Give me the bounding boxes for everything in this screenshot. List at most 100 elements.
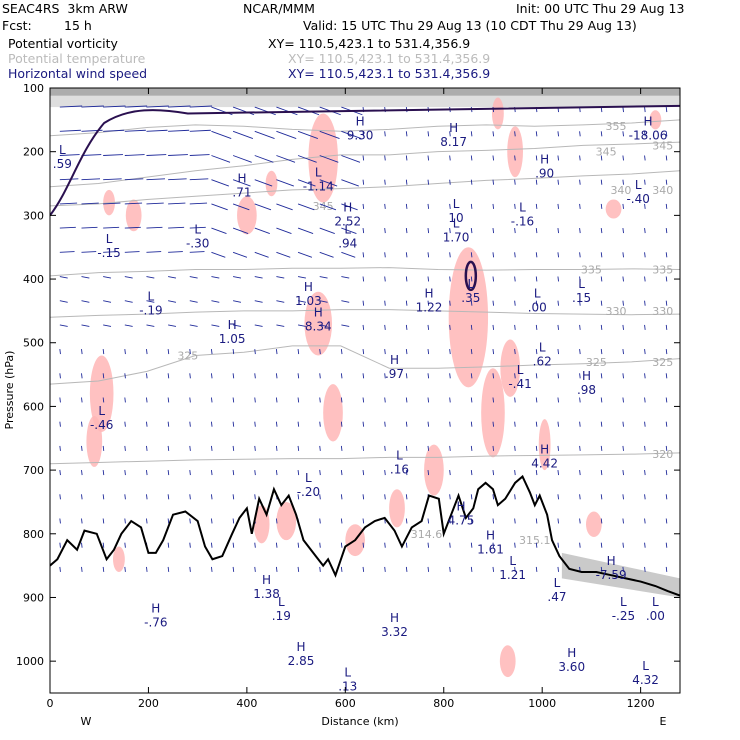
- wind-vector: [340, 494, 343, 500]
- wind-vector: [535, 542, 538, 548]
- wind-vector: [297, 155, 317, 163]
- isentrope-label: 335: [652, 264, 673, 277]
- wind-vector: [232, 397, 235, 403]
- wind-vector: [319, 566, 321, 572]
- extremum-kind: L: [554, 576, 561, 590]
- wind-vector: [384, 324, 386, 330]
- wind-vector: [340, 397, 343, 403]
- wind-vector: [124, 518, 126, 524]
- wind-vector: [168, 178, 187, 181]
- wind-vector: [232, 542, 235, 548]
- wind-vector: [81, 542, 83, 548]
- wind-vector: [600, 542, 603, 548]
- pv-shading: [491, 97, 504, 130]
- extremum-value: .97: [385, 367, 404, 381]
- wind-vector: [102, 373, 105, 379]
- wind-vector: [535, 228, 538, 234]
- wind-vector: [492, 179, 495, 185]
- wind-vector: [427, 518, 430, 524]
- wind-vector: [341, 276, 350, 279]
- wind-vector: [535, 566, 538, 572]
- wind-vector: [600, 276, 603, 282]
- extremum-kind: L: [344, 665, 351, 679]
- wind-vector: [254, 397, 256, 403]
- wind-vector: [470, 155, 473, 161]
- field-xy-wind: XY= 110.5,423.1 to 531.4,356.9: [288, 66, 491, 81]
- wind-vector: [211, 251, 226, 258]
- wind-vector: [124, 226, 141, 229]
- field-label-theta: Potential temperature: [8, 51, 146, 66]
- wind-vector: [340, 421, 343, 427]
- wind-vector: [189, 178, 209, 181]
- wind-vector: [211, 203, 228, 211]
- wind-vector: [319, 397, 321, 403]
- wind-vector: [232, 179, 251, 187]
- wind-vector: [665, 373, 668, 379]
- wind-vector: [600, 228, 603, 234]
- wind-vector: [449, 228, 451, 234]
- wind-vector: [340, 566, 343, 572]
- wind-vector: [514, 421, 516, 427]
- wind-vector: [276, 324, 285, 327]
- extremum-kind: L: [396, 449, 403, 463]
- wind-vector: [427, 276, 430, 282]
- wind-vector: [514, 276, 516, 282]
- wind-vector: [319, 542, 321, 548]
- wind-vector: [59, 324, 68, 327]
- extremum-value: -.46: [90, 418, 113, 432]
- wind-vector: [470, 445, 473, 451]
- extremum-value: .00: [646, 609, 665, 623]
- wind-vector: [622, 203, 624, 209]
- wind-vector: [622, 107, 624, 113]
- pv-shading: [389, 489, 405, 528]
- wind-vector: [102, 470, 105, 476]
- wind-vector: [254, 300, 263, 303]
- wind-vector: [600, 445, 603, 451]
- extremum-kind: L: [98, 404, 105, 418]
- wind-vector: [557, 349, 559, 355]
- wind-vector: [384, 155, 386, 161]
- wind-vector: [665, 445, 668, 451]
- wind-vector: [102, 349, 105, 355]
- wind-vector: [254, 324, 263, 327]
- wind-vector: [492, 228, 495, 234]
- wind-vector: [384, 421, 386, 427]
- wind-vector: [514, 155, 516, 161]
- wind-vector: [211, 227, 227, 235]
- wind-vector: [557, 203, 559, 209]
- wind-vector: [622, 518, 624, 524]
- wind-vector: [81, 300, 90, 303]
- wind-vector: [275, 445, 278, 451]
- wind-vector: [102, 445, 105, 451]
- wind-vector: [665, 349, 668, 355]
- wind-vector: [405, 179, 408, 185]
- wind-vector: [449, 542, 451, 548]
- wind-vector: [557, 324, 559, 330]
- y-tick-label: 800: [23, 528, 44, 541]
- wind-vector: [81, 566, 83, 572]
- wind-vector: [405, 518, 408, 524]
- wind-vector: [665, 300, 668, 306]
- wind-vector: [665, 421, 668, 427]
- wind-vector: [124, 105, 148, 108]
- wind-vector: [644, 421, 646, 427]
- wind-vector: [103, 300, 112, 303]
- wind-vector: [167, 542, 170, 548]
- wind-vector: [319, 421, 321, 427]
- extremum-kind: H: [540, 442, 549, 456]
- wind-vector: [579, 421, 581, 427]
- wind-vector: [59, 226, 76, 229]
- isentrope-label: 335: [581, 264, 602, 277]
- wind-vector: [319, 179, 338, 187]
- pv-shading: [448, 247, 489, 388]
- init-time: Init: 00 UTC Thu 29 Aug 13: [516, 1, 685, 16]
- extremum-value: 4.42: [531, 456, 558, 470]
- extremum-kind: L: [106, 232, 113, 246]
- wind-vector: [470, 276, 473, 282]
- wind-vector: [297, 130, 319, 139]
- wind-vector: [59, 397, 61, 403]
- wind-vector: [535, 276, 538, 282]
- wind-vector: [405, 276, 408, 282]
- wind-vector: [470, 542, 473, 548]
- wind-vector: [644, 397, 646, 403]
